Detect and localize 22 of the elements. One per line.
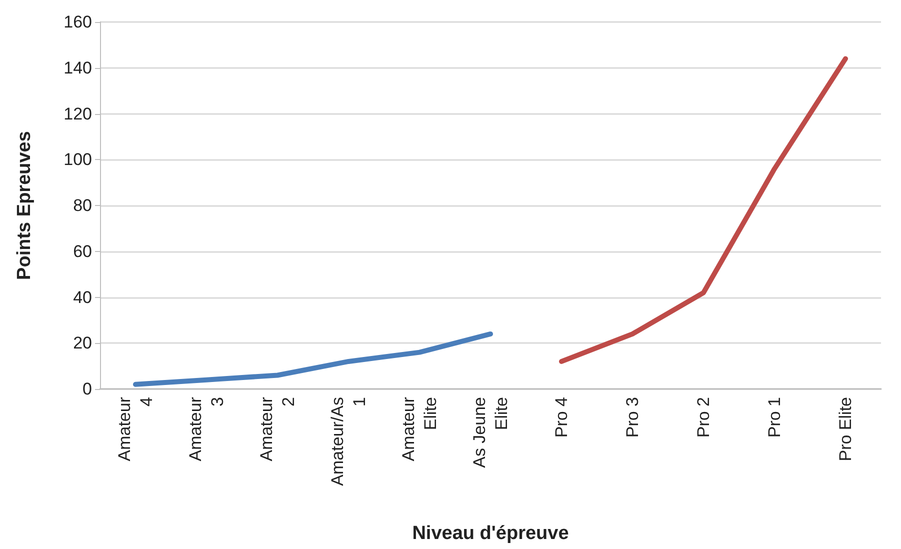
x-tick-label: Amateur/As 1	[328, 397, 369, 486]
y-tick-label: 100	[64, 150, 92, 170]
x-tick-label: Amateur 2	[257, 396, 298, 462]
y-axis-title: Points Epreuves	[14, 131, 35, 280]
y-tick-label: 60	[73, 242, 92, 261]
y-tick-label: 0	[82, 380, 92, 398]
x-tick-label: Pro 3	[623, 397, 642, 438]
x-tick-label: Amateur 4	[115, 396, 156, 462]
x-tick-label: Pro 4	[552, 397, 571, 438]
x-tick-label: Amateur Elite	[399, 396, 440, 462]
y-tick-label: 120	[64, 104, 92, 124]
x-tick-label: Pro 2	[694, 397, 713, 438]
x-tick-label: Amateur 3	[186, 396, 227, 462]
y-tick-label: 80	[73, 196, 92, 215]
x-tick-label: Pro Elite	[836, 397, 855, 462]
y-tick-label: 140	[64, 58, 92, 78]
x-axis-title: Niveau d'épreuve	[412, 523, 569, 544]
y-tick-label: 20	[73, 334, 92, 353]
y-tick-label: 160	[64, 12, 92, 32]
x-tick-label: As Jeune Elite	[470, 397, 511, 468]
x-tick-label: Pro 1	[765, 397, 784, 438]
y-tick-label: 40	[73, 288, 92, 307]
